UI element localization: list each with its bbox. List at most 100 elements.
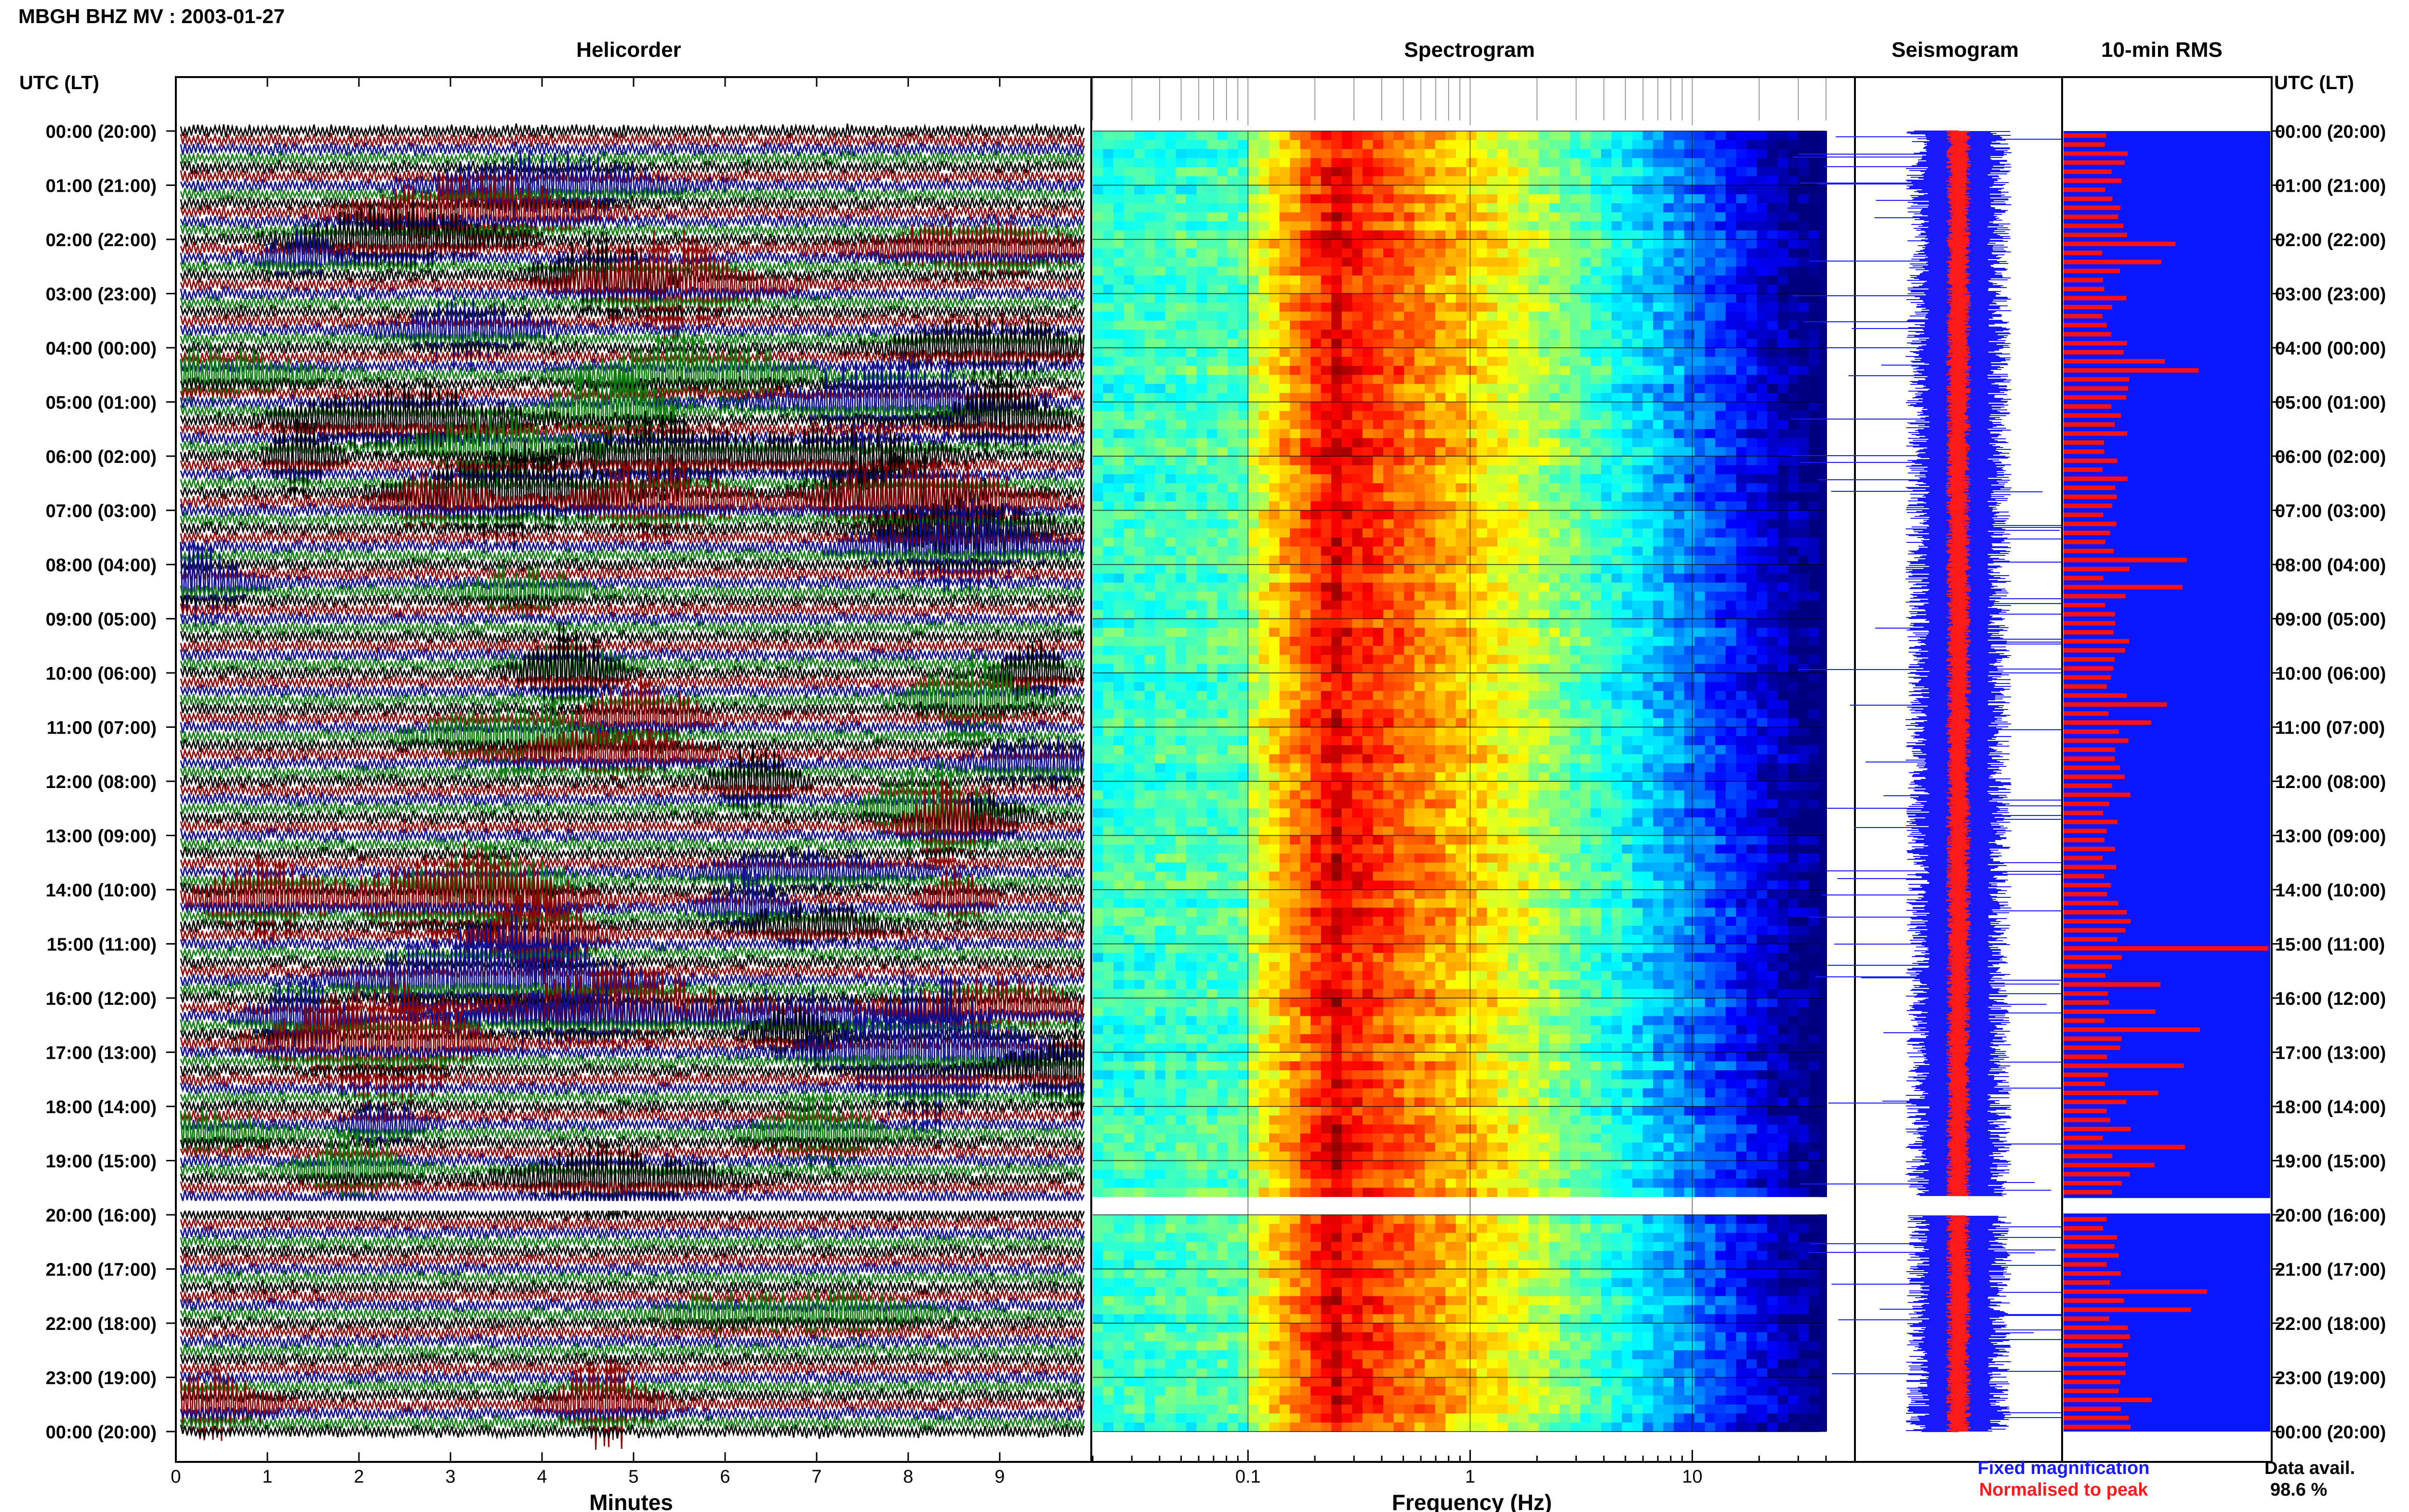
spectrogram-cell [1103, 140, 1114, 150]
spectrogram-cell [1165, 366, 1176, 375]
spectrogram-cell [1787, 167, 1799, 177]
spectrogram-cell [1300, 492, 1311, 502]
spectrogram-cell [1300, 645, 1311, 656]
spectrogram-cell [1653, 375, 1664, 384]
spectrogram-cell [1663, 266, 1674, 276]
spectrogram-cell [1300, 203, 1311, 213]
spectrogram-cell [1715, 727, 1726, 736]
spectrogram-cell [1632, 447, 1643, 457]
spectrogram-cell [1331, 691, 1342, 700]
helicorder-trace [180, 845, 1085, 898]
spectrogram-cell [1269, 176, 1280, 186]
spectrogram-cell [1705, 483, 1716, 493]
spectrogram-cell [1777, 420, 1788, 430]
spectrogram-cell [1290, 745, 1301, 755]
spectrogram-cell [1176, 158, 1187, 168]
spectrogram-cell [1393, 492, 1404, 502]
spectrogram-cell [1445, 429, 1456, 439]
spectrogram-cell [1653, 546, 1664, 556]
spectrogram-cell [1549, 257, 1560, 267]
spectrogram-cell [1093, 356, 1104, 367]
spectrogram-cell [1155, 356, 1166, 367]
spectrogram-cell [1144, 673, 1155, 683]
spectrogram-cell [1155, 474, 1166, 484]
spectrogram-cell [1767, 239, 1778, 249]
spectrogram-cell [1248, 339, 1259, 348]
spectrogram-cell [1165, 339, 1176, 348]
spectrogram-cell [1248, 131, 1259, 141]
spectrogram-cell [1383, 221, 1394, 231]
helicorder-trace [180, 421, 1085, 437]
spectrogram-cell [1570, 537, 1581, 547]
spectrogram-cell [1258, 239, 1270, 249]
spectrogram-cell [1228, 655, 1239, 664]
spectrogram-cell [1373, 628, 1384, 637]
spectrogram-cell [1279, 276, 1290, 285]
spectrogram-cell [1777, 655, 1788, 664]
spectrogram-cell [1113, 645, 1125, 656]
spectrogram-cell [1331, 140, 1342, 150]
spectrogram-cell [1694, 230, 1706, 240]
spectrogram-cell [1611, 645, 1623, 656]
spectrogram-cell [1414, 573, 1425, 583]
spectrogram-cell [1663, 736, 1674, 746]
helicorder-trace [180, 294, 1085, 311]
spectrogram-cell [1103, 510, 1114, 520]
spectrogram-cell [1165, 601, 1176, 610]
spectrogram-cell [1715, 447, 1726, 457]
spectrogram-cell [1632, 284, 1643, 294]
spectrogram-cell [1206, 745, 1218, 755]
spectrogram-cell [1176, 465, 1187, 475]
spectrogram-cell [1580, 691, 1591, 700]
spectrogram-cell [1435, 673, 1446, 683]
spectrogram-cell [1601, 140, 1612, 150]
spectrogram-cell [1508, 339, 1519, 348]
spectrogram-cell [1787, 592, 1799, 601]
helicorder-trace [180, 699, 1085, 782]
spectrogram-cell [1393, 140, 1404, 150]
spectrogram-cell [1196, 230, 1207, 240]
spectrogram-cell [1144, 284, 1155, 294]
spectrogram-cell [1787, 628, 1799, 637]
spectrogram-cell [1476, 691, 1488, 700]
spectrogram-cell [1435, 320, 1446, 330]
spectrogram-cell [1113, 510, 1125, 520]
spectrogram-cell [1476, 167, 1488, 177]
spectrogram-cell [1404, 573, 1415, 583]
spectrogram-cell [1217, 312, 1228, 321]
spectrogram-cell [1228, 709, 1239, 719]
spectrogram-cell [1248, 194, 1259, 204]
spectrogram-cell [1248, 140, 1259, 150]
spectrogram-cell [1580, 167, 1591, 177]
spectrogram-cell [1206, 474, 1218, 484]
spectrogram-cell [1508, 257, 1519, 267]
spectrogram-cell [1217, 420, 1228, 430]
spectrogram-cell [1808, 438, 1820, 447]
spectrogram-cell [1414, 320, 1425, 330]
spectrogram-cell [1383, 348, 1394, 357]
spectrogram-cell [1476, 149, 1488, 158]
spectrogram-cell [1144, 592, 1155, 601]
spectrogram-cell [1228, 312, 1239, 321]
spectrogram-cell [1487, 167, 1498, 177]
spectrogram-cell [1497, 492, 1509, 502]
spectrogram-cell [1321, 700, 1332, 710]
spectrogram-cell [1186, 239, 1197, 249]
spectrogram-cell [1497, 546, 1509, 556]
spectrogram-cell [1798, 664, 1809, 673]
spectrogram-cell [1248, 510, 1259, 520]
spectrogram-cell [1601, 483, 1612, 493]
spectrogram-cell [1518, 158, 1529, 168]
spectrogram-cell [1103, 519, 1114, 529]
spectrogram-cell [1352, 203, 1363, 213]
spectrogram-cell [1217, 221, 1228, 231]
spectrogram-cell [1549, 348, 1560, 357]
spectrogram-cell [1642, 167, 1654, 177]
spectrogram-cell [1456, 420, 1467, 430]
spectrogram-cell [1560, 645, 1571, 656]
spectrogram-cell [1736, 528, 1747, 538]
spectrogram-cell [1549, 745, 1560, 755]
spectrogram-cell [1248, 555, 1259, 565]
spectrogram-cell [1341, 194, 1353, 204]
spectrogram-cell [1611, 655, 1623, 664]
